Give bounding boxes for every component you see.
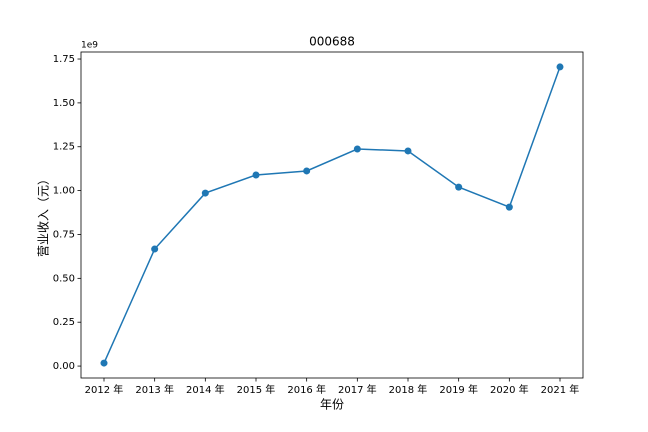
x-tick-label: 2012 年 bbox=[85, 383, 124, 396]
data-point bbox=[252, 171, 260, 179]
y-tick-label: 0.25 bbox=[53, 317, 75, 328]
data-point bbox=[404, 147, 412, 155]
data-point bbox=[303, 167, 311, 175]
data-point bbox=[353, 145, 361, 153]
y-axis-label: 营业收入（元） bbox=[37, 173, 51, 257]
x-tick-label: 2019 年 bbox=[439, 383, 478, 396]
plot-frame bbox=[80, 51, 584, 379]
y-tick-label: 1.25 bbox=[53, 142, 75, 153]
y-scale-label: 1e9 bbox=[81, 41, 98, 51]
x-tick-label: 2013 年 bbox=[135, 383, 174, 396]
data-line bbox=[103, 66, 561, 364]
x-tick-label: 2021 年 bbox=[541, 383, 580, 396]
data-point bbox=[505, 203, 513, 211]
chart-title: 000688 bbox=[309, 35, 355, 49]
x-axis-label: 年份 bbox=[320, 398, 344, 412]
y-tick-label: 0.75 bbox=[53, 229, 75, 240]
x-tick-label: 2020 年 bbox=[490, 383, 529, 396]
x-tick-label: 2017 年 bbox=[338, 383, 377, 396]
y-tick-label: 0.00 bbox=[53, 361, 75, 372]
data-point bbox=[556, 63, 564, 71]
data-point bbox=[455, 183, 463, 191]
x-tick-label: 2016 年 bbox=[287, 383, 326, 396]
x-tick-label: 2014 年 bbox=[186, 383, 225, 396]
y-tick-label: 1.75 bbox=[53, 54, 75, 65]
x-tick-label: 2015 年 bbox=[237, 383, 276, 396]
data-point bbox=[100, 359, 108, 367]
y-tick-label: 1.50 bbox=[53, 98, 75, 109]
x-tick-label: 2018 年 bbox=[389, 383, 428, 396]
y-tick-label: 0.50 bbox=[53, 273, 75, 284]
y-tick-label: 1.00 bbox=[53, 186, 75, 197]
data-point bbox=[151, 245, 159, 253]
data-point bbox=[201, 189, 209, 197]
